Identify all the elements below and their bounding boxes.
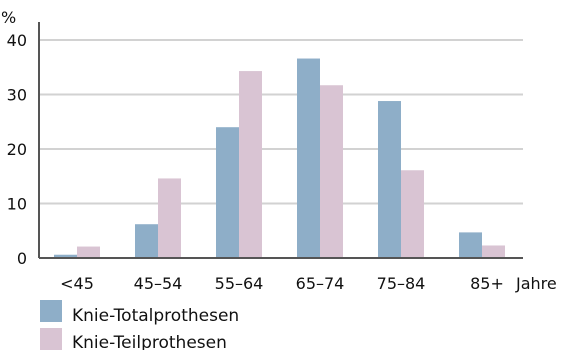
bar-totalprothesen-3 bbox=[297, 58, 320, 258]
legend-swatch-teilprothesen bbox=[40, 328, 62, 350]
bar-totalprothesen-4 bbox=[378, 101, 401, 258]
legend-label: Knie-Totalprothesen bbox=[72, 306, 239, 326]
x-axis-label: Jahre bbox=[515, 274, 557, 293]
x-tick-label: 85+ bbox=[470, 274, 504, 293]
x-tick-label: 45–54 bbox=[134, 274, 183, 293]
axes: 0 10 20 30 40% <45 45–54 55–64 65–74 75–84 85+ Jahr… bbox=[1, 8, 557, 293]
bar-totalprothesen-2 bbox=[216, 127, 239, 258]
y-tick-label: 30 bbox=[7, 86, 27, 105]
bar-teilprothesen-2 bbox=[239, 71, 262, 258]
bar-teilprothesen-1 bbox=[158, 178, 181, 258]
gridlines bbox=[39, 39, 523, 205]
x-tick-label: 55–64 bbox=[215, 274, 264, 293]
bars bbox=[54, 58, 505, 258]
bar-teilprothesen-0 bbox=[77, 246, 100, 258]
y-tick-label: 10 bbox=[7, 195, 27, 214]
bar-teilprothesen-4 bbox=[401, 170, 424, 258]
bar-teilprothesen-3 bbox=[320, 85, 343, 258]
bar-teilprothesen-5 bbox=[482, 245, 505, 258]
x-tick-label: 75–84 bbox=[377, 274, 426, 293]
legend-label: Knie-Teilprothesen bbox=[72, 333, 227, 350]
legend: Knie-Totalprothesen Knie-Teilprothesen bbox=[40, 300, 239, 350]
legend-swatch-totalprothesen bbox=[40, 300, 62, 322]
bar-totalprothesen-5 bbox=[459, 232, 482, 258]
y-tick-label: 20 bbox=[7, 140, 27, 159]
y-tick-label: 0 bbox=[17, 249, 27, 268]
bar-totalprothesen-0 bbox=[54, 254, 77, 258]
bar-totalprothesen-1 bbox=[135, 224, 158, 258]
x-tick-label: 65–74 bbox=[296, 274, 345, 293]
x-tick-label: <45 bbox=[60, 274, 94, 293]
y-tick-label: 40 bbox=[7, 31, 27, 50]
y-axis-label: % bbox=[1, 8, 16, 27]
